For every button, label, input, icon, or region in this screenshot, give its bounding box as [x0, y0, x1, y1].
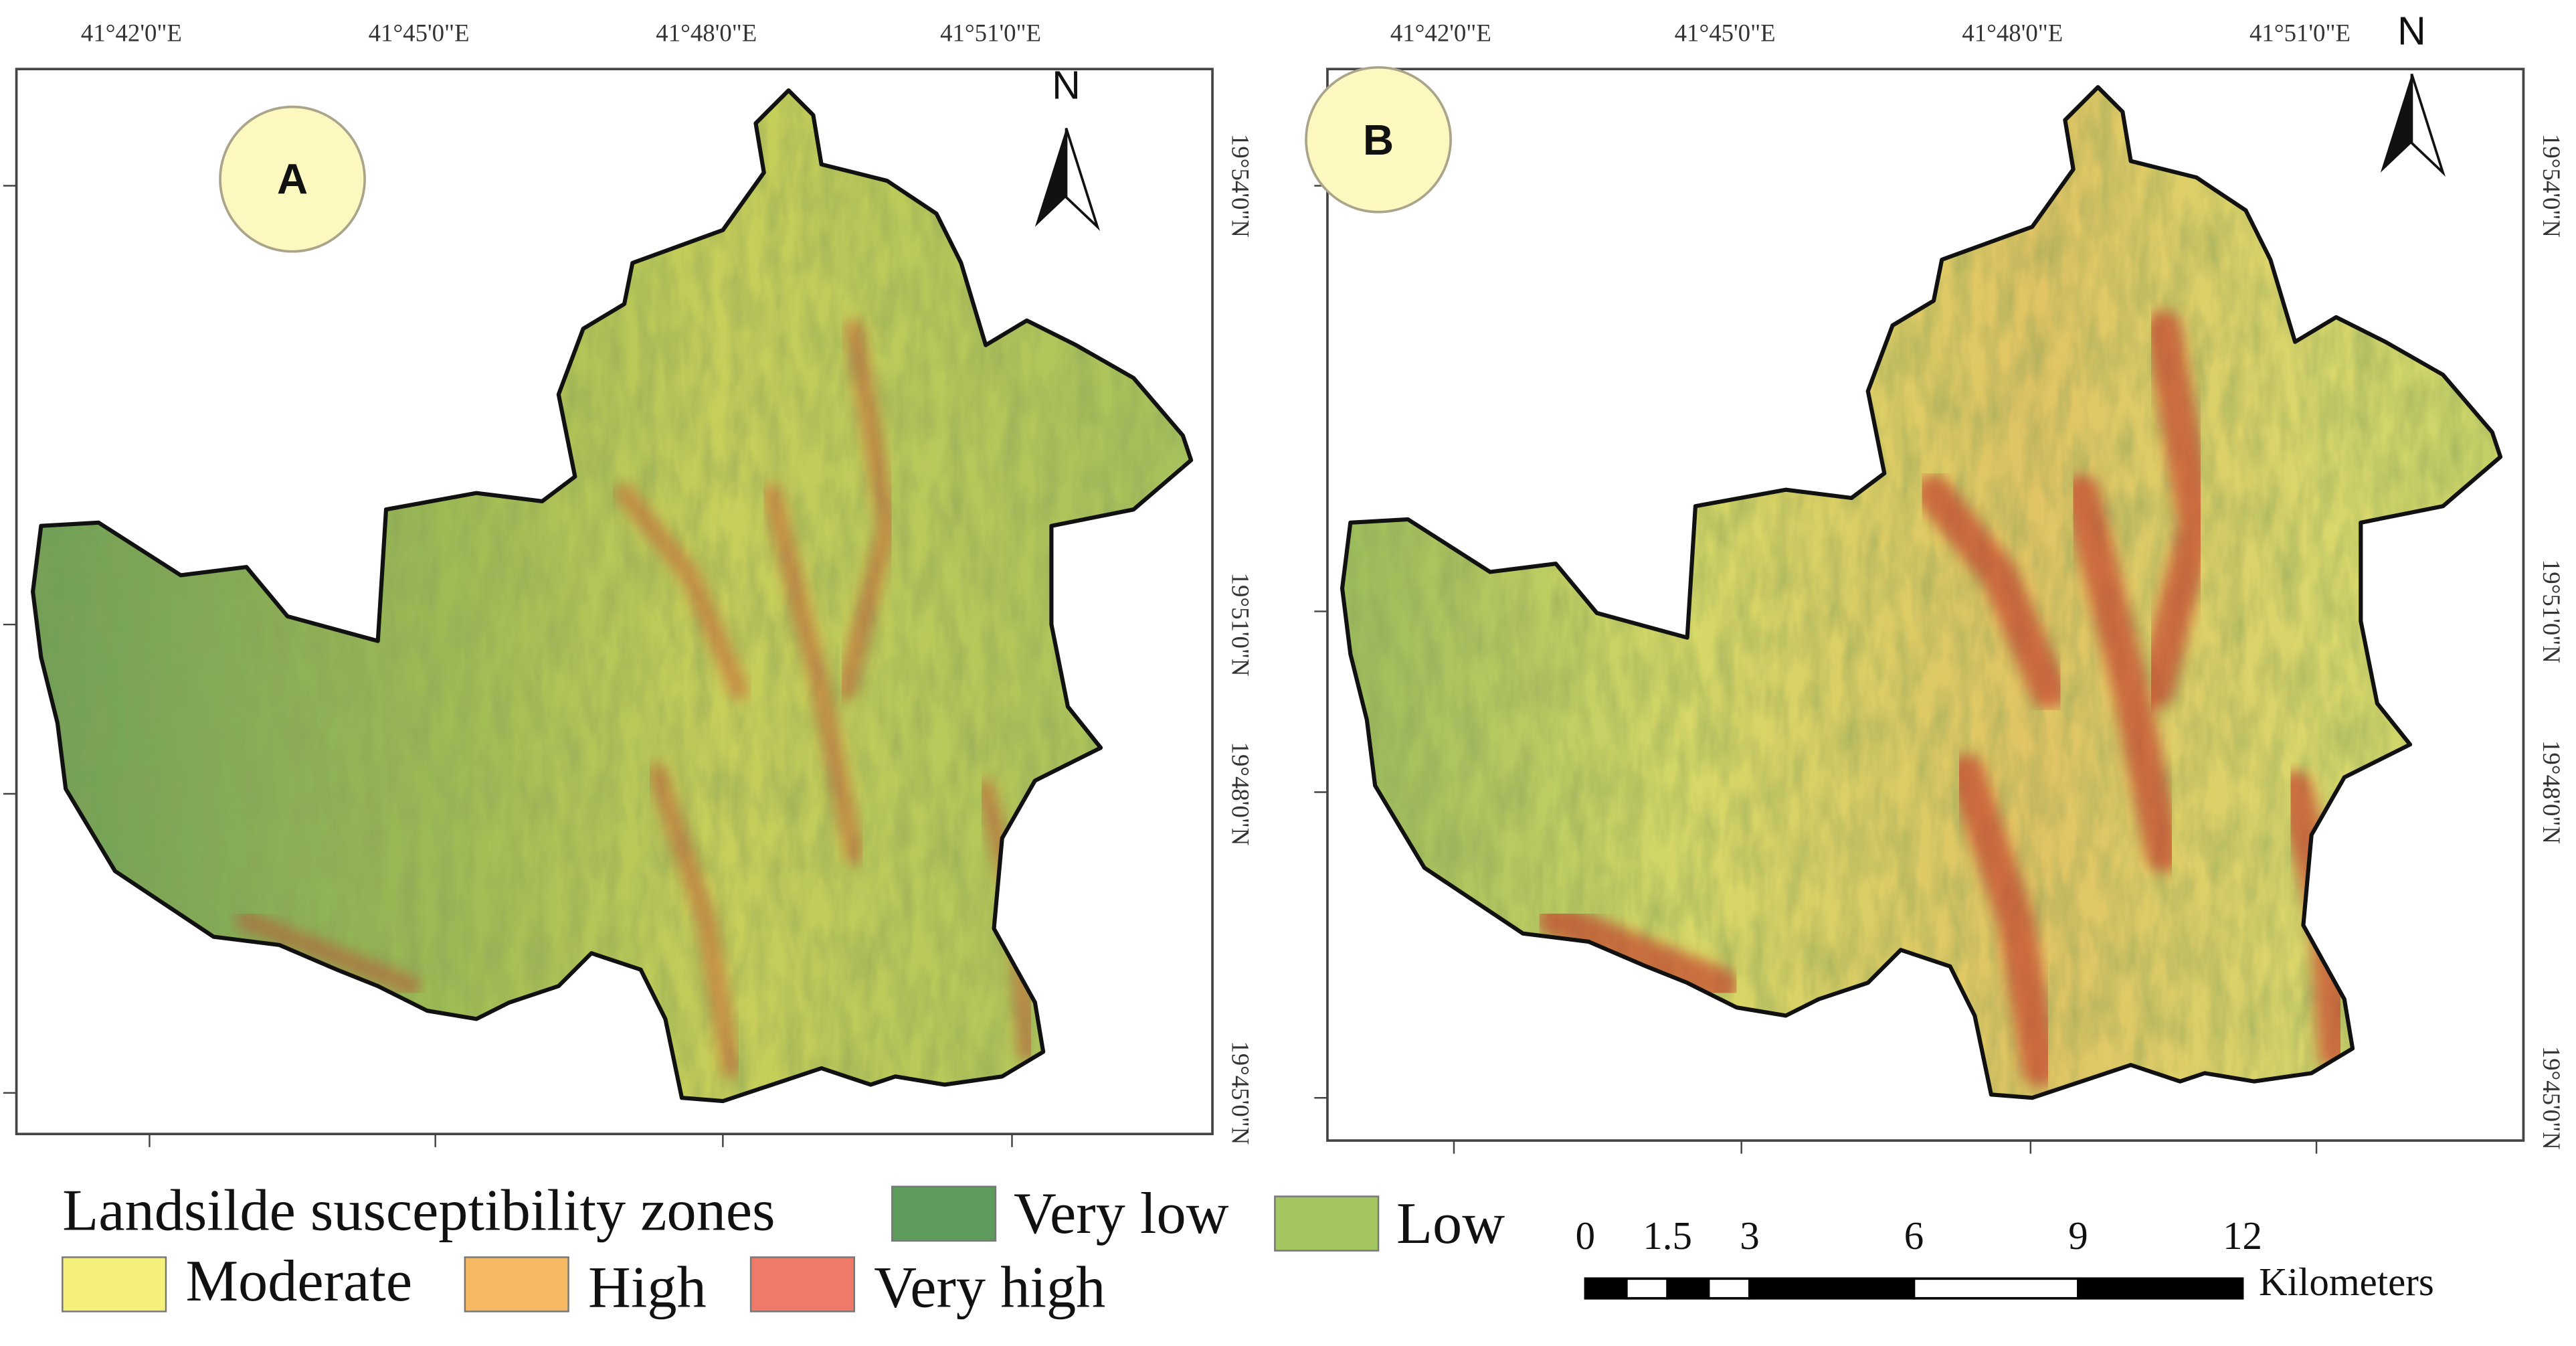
high-zone-streak	[614, 483, 749, 701]
scale-tick-label: 12	[2223, 1213, 2262, 1258]
texture	[1342, 87, 2501, 1098]
longitude-label: 41°51'0"E	[940, 19, 1041, 46]
high-zone-streak	[647, 762, 741, 1078]
panel-badge	[1305, 66, 1452, 214]
scale-segment	[1748, 1277, 1916, 1300]
scale-segment	[1584, 1277, 1628, 1300]
scale-unit: Kilometers	[2259, 1260, 2434, 1304]
panel-label: A	[277, 155, 308, 203]
scale-tick-label: 0	[1576, 1213, 1595, 1258]
north-arrow-left	[2380, 74, 2412, 173]
legend-swatch	[1274, 1195, 1380, 1252]
map-panel: 41°42'0"E 41°45'0"E 41°48'0"E 41°51'0"E 19°5…	[1305, 9, 2565, 1154]
high-zone-streak	[2137, 311, 2215, 709]
watershed-boundary	[1340, 85, 2503, 1100]
latitude-label: 19°45'0"N	[1227, 1041, 1255, 1145]
scale-tick-label: 6	[1904, 1213, 1924, 1258]
legend-swatch	[464, 1256, 569, 1313]
panels: 41°42'0"E 41°45'0"E 41°48'0"E 41°51'0"E 19°5…	[3, 9, 2565, 1154]
scale-segment	[1666, 1277, 1710, 1300]
map-frame	[1326, 68, 2525, 1142]
north-arrow-right	[2410, 73, 2446, 177]
legend-swatch	[749, 1256, 856, 1313]
watershed-boundary	[31, 88, 1194, 1104]
panel-label: B	[1363, 116, 1394, 164]
panel-badge	[219, 105, 366, 253]
scale-tick-label: 1.5	[1643, 1213, 1692, 1258]
high-zone-streak	[1538, 902, 1738, 1005]
legend-swatch	[62, 1256, 167, 1313]
longitude-label: 41°42'0"E	[81, 19, 182, 46]
hillshade	[1342, 87, 2501, 1098]
high-zone-streak	[236, 910, 421, 996]
north-arrow-right	[1065, 127, 1101, 232]
map-frame	[15, 68, 1214, 1136]
scale-segment	[1912, 1277, 2080, 1300]
legend-label: Moderate	[185, 1248, 412, 1314]
legend-title: Landsilde susceptibility zones	[62, 1177, 775, 1243]
latitude-label: 19°54'0"N	[2538, 134, 2565, 238]
scale-tick-label: 3	[1740, 1213, 1759, 1258]
latitude-label: 19°51'0"N	[2538, 560, 2565, 663]
high-zone-streak	[1948, 754, 2059, 1087]
longitude-label: 41°42'0"E	[1390, 19, 1491, 46]
legend-label: Low	[1396, 1191, 1505, 1256]
north-label: N	[2397, 9, 2426, 53]
legend: Landsilde susceptibility zones Very low L…	[62, 1177, 1505, 1321]
high-zone-streak	[836, 319, 897, 701]
legend-label: Very low	[1014, 1181, 1229, 1246]
latitude-label: 19°54'0"N	[1227, 134, 1255, 238]
high-zone-streak	[1915, 475, 2067, 709]
north-label: N	[1052, 64, 1081, 107]
texture	[33, 90, 1192, 1102]
legend-label: High	[588, 1255, 707, 1321]
latitude-label: 19°48'0"N	[1227, 742, 1255, 845]
legend-label: Very high	[874, 1255, 1105, 1321]
longitude-label: 41°48'0"E	[1962, 19, 2063, 46]
legend-swatch	[891, 1185, 997, 1242]
hillshade	[33, 90, 1192, 1102]
latitude-label: 19°51'0"N	[1227, 573, 1255, 677]
scale-segment	[1707, 1277, 1751, 1300]
longitude-label: 41°45'0"E	[369, 19, 470, 46]
latitude-label: 19°48'0"N	[2538, 740, 2565, 844]
high-zone-streak	[2063, 475, 2182, 873]
longitude-label: 41°51'0"E	[2249, 19, 2351, 46]
longitude-label: 41°48'0"E	[656, 19, 757, 46]
scale-segment	[1625, 1277, 1669, 1300]
high-zone-streak	[762, 483, 864, 865]
north-arrow-left	[1034, 128, 1067, 227]
scale-segment	[2077, 1277, 2244, 1300]
longitude-label: 41°45'0"E	[1675, 19, 1776, 46]
map-panel: 41°42'0"E 41°45'0"E 41°48'0"E 41°51'0"E 19°5…	[3, 19, 1255, 1147]
scale-tick-label: 9	[2068, 1213, 2088, 1258]
latitude-label: 19°45'0"N	[2538, 1046, 2565, 1150]
